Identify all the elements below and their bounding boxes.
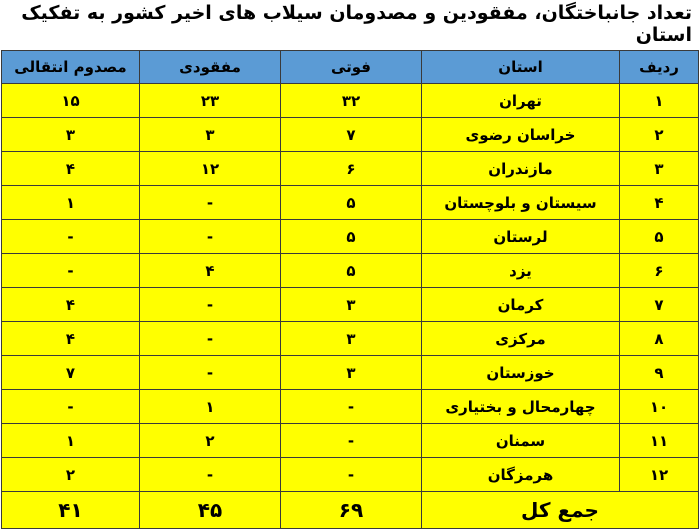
- cell-injured: -: [1, 219, 140, 254]
- table-row: ۵ لرستان ۵- -: [1, 219, 699, 254]
- cell-row-number: ۶: [619, 253, 699, 288]
- cell-missing: -: [139, 457, 281, 492]
- header-province: استان: [421, 50, 620, 84]
- cell-injured: ۱۵: [1, 83, 140, 118]
- table-row: ۲ خراسان رضوی ۷ ۳ ۳: [1, 117, 699, 152]
- cell-injured: ۳: [1, 117, 140, 152]
- header-injured: مصدوم انتقالی: [1, 50, 140, 84]
- cell-deaths: ۶: [280, 151, 422, 186]
- table-row: ۱۱ سمنان -۲ ۱: [1, 423, 699, 458]
- cell-injured: ۴: [1, 321, 140, 356]
- cell-missing: -: [139, 287, 281, 322]
- cell-province: کرمان: [421, 287, 620, 322]
- cell-row-number: ۷: [619, 287, 699, 322]
- cell-missing: -: [139, 219, 281, 254]
- cell-province: هرمزگان: [421, 457, 620, 492]
- cell-deaths: -: [280, 389, 422, 424]
- cell-row-number: ۸: [619, 321, 699, 356]
- table-title: تعداد جانباختگان، مفقودین و مصدومان سیلا…: [21, 2, 692, 46]
- cell-missing: -: [139, 185, 281, 220]
- table-row: ۱ تهران ۳۲ ۲۳ ۱۵: [1, 83, 699, 118]
- cell-province: یزد: [421, 253, 620, 288]
- cell-province: مرکزی: [421, 321, 620, 356]
- cell-injured: ۴: [1, 151, 140, 186]
- total-row: جمع کل ۶۹ ۴۵ ۴۱: [1, 491, 699, 529]
- total-missing: ۴۵: [139, 491, 281, 529]
- casualties-table: ردیف استان فوتی مفقودی مصدوم انتقالی ۱ ته…: [1, 50, 699, 529]
- header-row-number: ردیف: [619, 50, 699, 84]
- table-row: ۸ مرکزی ۳-۴: [1, 321, 699, 356]
- cell-deaths: ۳: [280, 355, 422, 390]
- cell-missing: ۳: [139, 117, 281, 152]
- cell-injured: -: [1, 389, 140, 424]
- header-missing: مفقودی: [139, 50, 281, 84]
- total-injured: ۴۱: [1, 491, 140, 529]
- cell-province: تهران: [421, 83, 620, 118]
- cell-missing: ۲۳: [139, 83, 281, 118]
- total-deaths: ۶۹: [280, 491, 422, 529]
- cell-province: چهارمحال و بختیاری: [421, 389, 620, 424]
- cell-province: خوزستان: [421, 355, 620, 390]
- cell-injured: ۷: [1, 355, 140, 390]
- table-row: ۱۲ هرمزگان - -۲: [1, 457, 699, 492]
- cell-row-number: ۹: [619, 355, 699, 390]
- cell-row-number: ۱۲: [619, 457, 699, 492]
- cell-province: لرستان: [421, 219, 620, 254]
- cell-province: سیستان و بلوچستان: [421, 185, 620, 220]
- header-deaths: فوتی: [280, 50, 422, 84]
- cell-missing: -: [139, 321, 281, 356]
- cell-missing: ۱۲: [139, 151, 281, 186]
- cell-injured: ۱: [1, 185, 140, 220]
- cell-missing: ۲: [139, 423, 281, 458]
- table-row: ۱۰ چهارمحال و بختیاری -۱-: [1, 389, 699, 424]
- table-row: ۶ یزد ۵ ۴-: [1, 253, 699, 288]
- cell-deaths: ۵: [280, 253, 422, 288]
- table-row: ۴ سیستان و بلوچستان ۵-۱: [1, 185, 699, 220]
- cell-missing: ۴: [139, 253, 281, 288]
- cell-row-number: ۵: [619, 219, 699, 254]
- cell-row-number: ۱۰: [619, 389, 699, 424]
- cell-row-number: ۲: [619, 117, 699, 152]
- cell-deaths: ۳۲: [280, 83, 422, 118]
- cell-missing: -: [139, 355, 281, 390]
- cell-injured: -: [1, 253, 140, 288]
- cell-injured: ۱: [1, 423, 140, 458]
- cell-injured: ۲: [1, 457, 140, 492]
- total-label: جمع کل: [421, 491, 699, 529]
- cell-row-number: ۱۱: [619, 423, 699, 458]
- cell-deaths: ۵: [280, 219, 422, 254]
- cell-deaths: -: [280, 457, 422, 492]
- cell-row-number: ۱: [619, 83, 699, 118]
- table-row: ۳ مازندران ۶ ۱۲ ۴: [1, 151, 699, 186]
- table-row: ۷ کرمان ۳-۴: [1, 287, 699, 322]
- cell-deaths: ۳: [280, 321, 422, 356]
- cell-province: مازندران: [421, 151, 620, 186]
- header-row: ردیف استان فوتی مفقودی مصدوم انتقالی: [1, 50, 699, 84]
- cell-row-number: ۳: [619, 151, 699, 186]
- table-row: ۹ خوزستان ۳-۷: [1, 355, 699, 390]
- cell-injured: ۴: [1, 287, 140, 322]
- cell-deaths: -: [280, 423, 422, 458]
- cell-deaths: ۳: [280, 287, 422, 322]
- cell-missing: ۱: [139, 389, 281, 424]
- cell-deaths: ۵: [280, 185, 422, 220]
- cell-deaths: ۷: [280, 117, 422, 152]
- cell-province: خراسان رضوی: [421, 117, 620, 152]
- cell-province: سمنان: [421, 423, 620, 458]
- cell-row-number: ۴: [619, 185, 699, 220]
